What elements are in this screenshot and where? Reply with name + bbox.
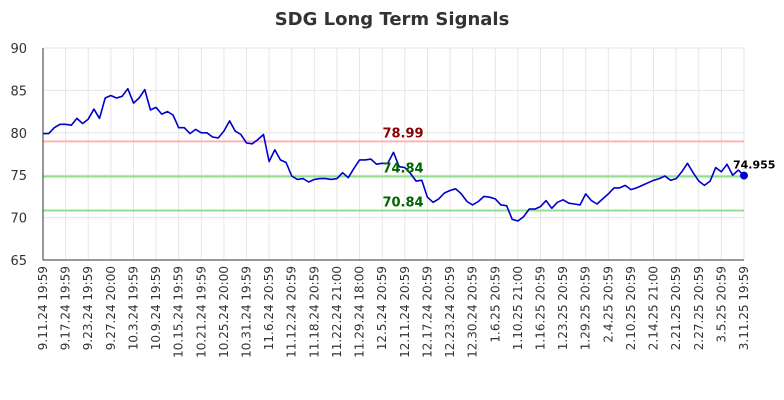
x-tick-label: 1.16.25 20:59: [533, 266, 547, 350]
x-tick-labels: 9.11.24 19:59 9.17.24 19:59 9.23.24 19:59 9…: [36, 266, 751, 358]
x-tick-label: 1.10.25 21:00: [511, 266, 525, 350]
x-tick-label: 3.5.25 20:59: [714, 266, 728, 343]
reference-line-label: 74.84: [382, 162, 423, 177]
last-point-marker: [740, 171, 748, 180]
x-tick-label: 10.25.24 20:00: [217, 266, 231, 358]
x-tick-label: 1.29.25 20:59: [579, 266, 593, 350]
x-tick-label: 1.23.25 20:59: [556, 266, 570, 350]
x-tick-label: 10.9.24 19:59: [149, 266, 163, 350]
x-tick-label: 12.11.24 20:59: [398, 266, 412, 358]
x-tick-label: 11.12.24 20:59: [285, 266, 299, 358]
y-tick-label: 75: [10, 169, 27, 184]
last-point-group: 74.955: [733, 159, 775, 180]
y-tick-label: 90: [10, 42, 27, 57]
x-tick-label: 12.23.24 20:59: [443, 266, 457, 358]
x-tick-label: 2.14.25 21:00: [647, 266, 661, 350]
reference-line-label: 78.99: [382, 126, 423, 141]
reference-labels: 78.99 74.84 70.84: [382, 126, 423, 210]
last-value-label: 74.955: [733, 159, 775, 172]
x-tick-label: 12.5.24 20:59: [375, 266, 389, 350]
x-tick-label: 2.27.25 20:59: [692, 266, 706, 350]
y-tick-label: 80: [10, 127, 27, 142]
x-tick-label: 9.17.24 19:59: [59, 266, 73, 350]
y-tick-labels: 65 70 75 80 85 90: [10, 42, 27, 269]
x-gridlines: [42, 48, 745, 260]
reference-line-label: 70.84: [382, 195, 423, 210]
x-tick-label: 11.6.24 20:59: [262, 266, 276, 350]
x-tick-label: 9.23.24 19:59: [81, 266, 95, 350]
x-tick-label: 10.31.24 19:59: [240, 266, 254, 358]
x-tick-label: 2.10.25 20:59: [624, 266, 638, 350]
x-tick-label: 12.30.24 20:59: [466, 266, 480, 358]
axes: [42, 48, 744, 261]
y-tick-label: 65: [10, 254, 27, 269]
chart-title: SDG Long Term Signals: [275, 9, 510, 30]
series-line: [43, 87, 745, 222]
x-tick-label: 9.11.24 19:59: [36, 266, 50, 350]
x-tick-label: 11.22.24 21:00: [330, 266, 344, 358]
x-tick-label: 10.21.24 19:59: [194, 266, 208, 358]
x-tick-label: 11.29.24 18:00: [353, 266, 367, 358]
x-tick-label: 2.4.25 20:59: [601, 266, 615, 343]
y-tick-label: 85: [10, 84, 27, 99]
x-tick-label: 9.27.24 20:00: [104, 266, 118, 350]
series-group: [43, 87, 745, 222]
x-tick-label: 11.18.24 20:59: [307, 266, 321, 358]
x-tick-label: 3.11.25 19:59: [737, 266, 751, 350]
x-tick-label: 12.17.24 20:59: [420, 266, 434, 358]
x-tick-label: 1.6.25 20:59: [488, 266, 502, 343]
y-tick-label: 70: [10, 212, 27, 227]
reference-lines: [43, 140, 744, 212]
x-tick-label: 2.21.25 20:59: [669, 266, 683, 350]
x-tick-label: 10.3.24 19:59: [126, 266, 140, 350]
x-tick-label: 10.15.24 19:59: [172, 266, 186, 358]
